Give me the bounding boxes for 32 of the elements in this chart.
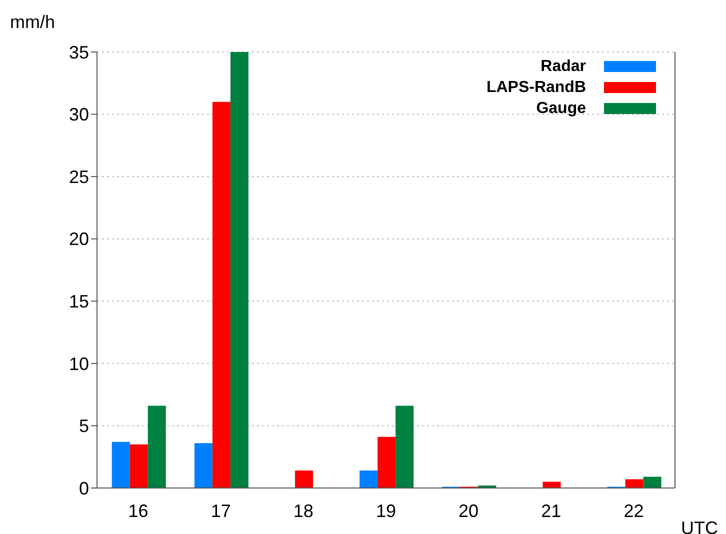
bar — [625, 479, 644, 488]
bar — [360, 470, 378, 488]
y-tick-label: 35 — [68, 42, 89, 62]
y-tick-label: 10 — [68, 354, 89, 374]
y-tick-label: 30 — [68, 104, 89, 125]
y-axis-title: mm/h — [10, 12, 55, 33]
bar — [194, 443, 212, 488]
y-tick-label: 15 — [68, 292, 89, 312]
legend-label: Gauge — [536, 100, 586, 118]
bar — [396, 406, 414, 488]
y-tick-label: 5 — [78, 416, 89, 436]
bar — [212, 102, 230, 488]
x-tick-label: 20 — [458, 500, 479, 521]
x-tick-label: 16 — [128, 500, 148, 521]
bar — [378, 436, 396, 488]
bar — [295, 470, 314, 488]
bar — [230, 52, 248, 488]
bar — [148, 406, 166, 488]
x-tick-label: 18 — [293, 500, 314, 521]
legend-label: LAPS-RandB — [486, 78, 586, 96]
bar — [112, 442, 130, 488]
bar — [130, 444, 148, 488]
legend-label: Radar — [540, 58, 586, 76]
x-tick-label: 17 — [210, 500, 231, 521]
bar — [643, 476, 662, 488]
y-tick-label: 20 — [68, 229, 89, 250]
x-tick-label: 22 — [624, 500, 644, 521]
y-tick-label: 25 — [68, 166, 89, 187]
x-tick-label: 19 — [376, 500, 396, 521]
x-tick-label: 21 — [541, 500, 562, 521]
x-axis-title: UTC — [681, 518, 718, 534]
y-tick-label: 0 — [78, 478, 89, 498]
